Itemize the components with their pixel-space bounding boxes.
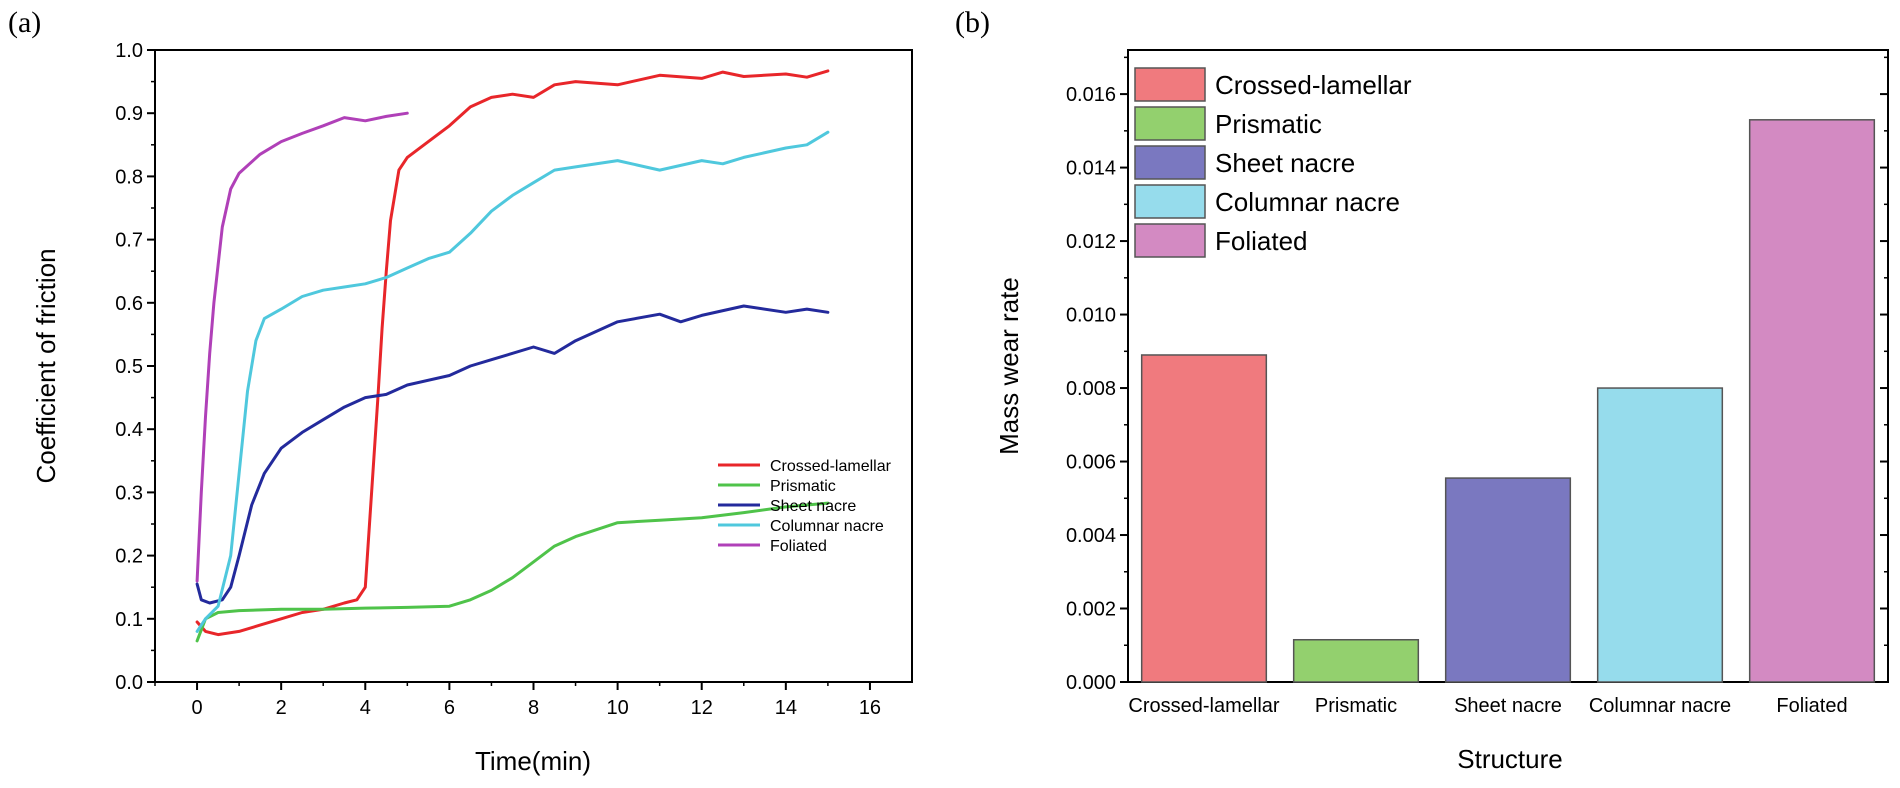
legend-swatch-b <box>1134 223 1206 258</box>
series-group-a <box>195 69 830 643</box>
bar-prismatic <box>1292 638 1420 683</box>
x-tick-label-b: Prismatic <box>1315 695 1397 717</box>
x-axis-title-a: Time(min) <box>475 746 591 776</box>
y-tick-label-b: 0.016 <box>1066 84 1116 106</box>
y-tick-label-a: 0.2 <box>115 546 143 568</box>
x-axis-a: 0 2 4 6 8 10 12 14 16 <box>154 682 881 719</box>
wear-rate-chart: (b) 0.0000.0020.0040.0060.0080.0100.0120… <box>955 6 1889 774</box>
y-tick-label-a: 0.1 <box>115 609 143 631</box>
bars-group-b <box>1140 119 1876 683</box>
y-tick-label-b: 0.006 <box>1066 452 1116 474</box>
y-tick-label-b: 0.014 <box>1066 158 1116 180</box>
legend-label-a: Columnar nacre <box>770 518 884 535</box>
legend-label-a: Foliated <box>770 538 827 555</box>
series-line-crossed-lamellar <box>195 69 830 637</box>
y-tick-label-b: 0.008 <box>1066 378 1116 400</box>
series-line-prismatic <box>195 501 830 643</box>
x-tick-label-a: 6 <box>444 697 455 719</box>
bar-sheet-nacre <box>1444 477 1572 683</box>
x-tick-label-b: Crossed-lamellar <box>1128 695 1279 717</box>
y-tick-label-a: 0.5 <box>115 356 143 378</box>
x-tick-label-a: 2 <box>276 697 287 719</box>
y-tick-label-b: 0.004 <box>1066 525 1116 547</box>
y-tick-label-a: 0.3 <box>115 482 143 504</box>
legend-swatch-b <box>1134 67 1206 102</box>
y-tick-label-b: 0.000 <box>1066 672 1116 694</box>
legend-label-b: Prismatic <box>1215 109 1322 139</box>
y-tick-label-b: 0.010 <box>1066 305 1116 327</box>
bar-foliated <box>1748 119 1876 683</box>
y-axis-title-a: Coefficient of friction <box>31 248 61 483</box>
y-tick-label-a: 1.0 <box>115 40 143 62</box>
legend-a: Crossed-lamellar Prismatic Sheet nacre Colu… <box>718 458 892 555</box>
series-line-columnar-nacre <box>195 130 830 633</box>
bar-crossed-lamellar <box>1140 354 1268 683</box>
legend-label-a: Crossed-lamellar <box>770 458 892 475</box>
x-tick-label-a: 16 <box>859 697 881 719</box>
x-tick-label-b: Foliated <box>1776 695 1847 717</box>
panel-a-label: (a) <box>8 6 41 39</box>
x-tick-label-a: 12 <box>691 697 713 719</box>
panel-b-label: (b) <box>955 6 990 39</box>
legend-swatch-b <box>1134 145 1206 180</box>
legend-label-a: Sheet nacre <box>770 498 856 515</box>
x-tick-label-a: 8 <box>528 697 539 719</box>
legend-label-b: Sheet nacre <box>1215 148 1355 178</box>
legend-label-b: Crossed-lamellar <box>1215 70 1412 100</box>
y-tick-label-a: 0.6 <box>115 293 143 315</box>
x-tick-label-a: 0 <box>191 697 202 719</box>
y-axis-b: 0.000 0.002 0.004 0.006 0.008 0.010 0.012 0.014… <box>1066 56 1888 694</box>
series-line-sheet-nacre <box>195 304 830 605</box>
x-tick-label-a: 4 <box>360 697 371 719</box>
y-tick-label-b: 0.002 <box>1066 599 1116 621</box>
legend-label-b: Foliated <box>1215 226 1308 256</box>
x-axis-b: Crossed-lamellar Prismatic Sheet nacre Colu… <box>1128 695 1847 717</box>
y-tick-label-a: 0.7 <box>115 230 143 252</box>
y-axis-title-b: Mass wear rate <box>994 277 1024 455</box>
legend-label-b: Columnar nacre <box>1215 187 1400 217</box>
y-axis-a: 0.0 0.1 0.2 0.3 0.4 0.5 0.6 0.7 0.8 0.9 1.0 <box>115 40 155 694</box>
y-tick-label-a: 0.9 <box>115 103 143 125</box>
y-tick-label-a: 0.0 <box>115 672 143 694</box>
x-tick-label-b: Sheet nacre <box>1454 695 1562 717</box>
y-tick-label-a: 0.4 <box>115 419 143 441</box>
bar-columnar-nacre <box>1596 387 1724 683</box>
legend-label-a: Prismatic <box>770 478 836 495</box>
friction-chart: (a) 0.0 0.1 0.2 0.3 0.4 0.5 0.6 0.7 0.8 0.9 1.0 0 2… <box>8 6 913 776</box>
x-tick-label-b: Columnar nacre <box>1589 695 1731 717</box>
x-tick-label-a: 14 <box>775 697 797 719</box>
legend-swatch-b <box>1134 106 1206 141</box>
x-tick-label-a: 10 <box>606 697 628 719</box>
legend-b: Crossed-lamellar Prismatic Sheet nacre Colu… <box>1134 67 1412 258</box>
series-line-foliated <box>195 111 409 583</box>
legend-swatch-b <box>1134 184 1206 219</box>
y-tick-label-b: 0.012 <box>1066 231 1116 253</box>
x-axis-title-b: Structure <box>1457 744 1563 774</box>
y-tick-label-a: 0.8 <box>115 166 143 188</box>
